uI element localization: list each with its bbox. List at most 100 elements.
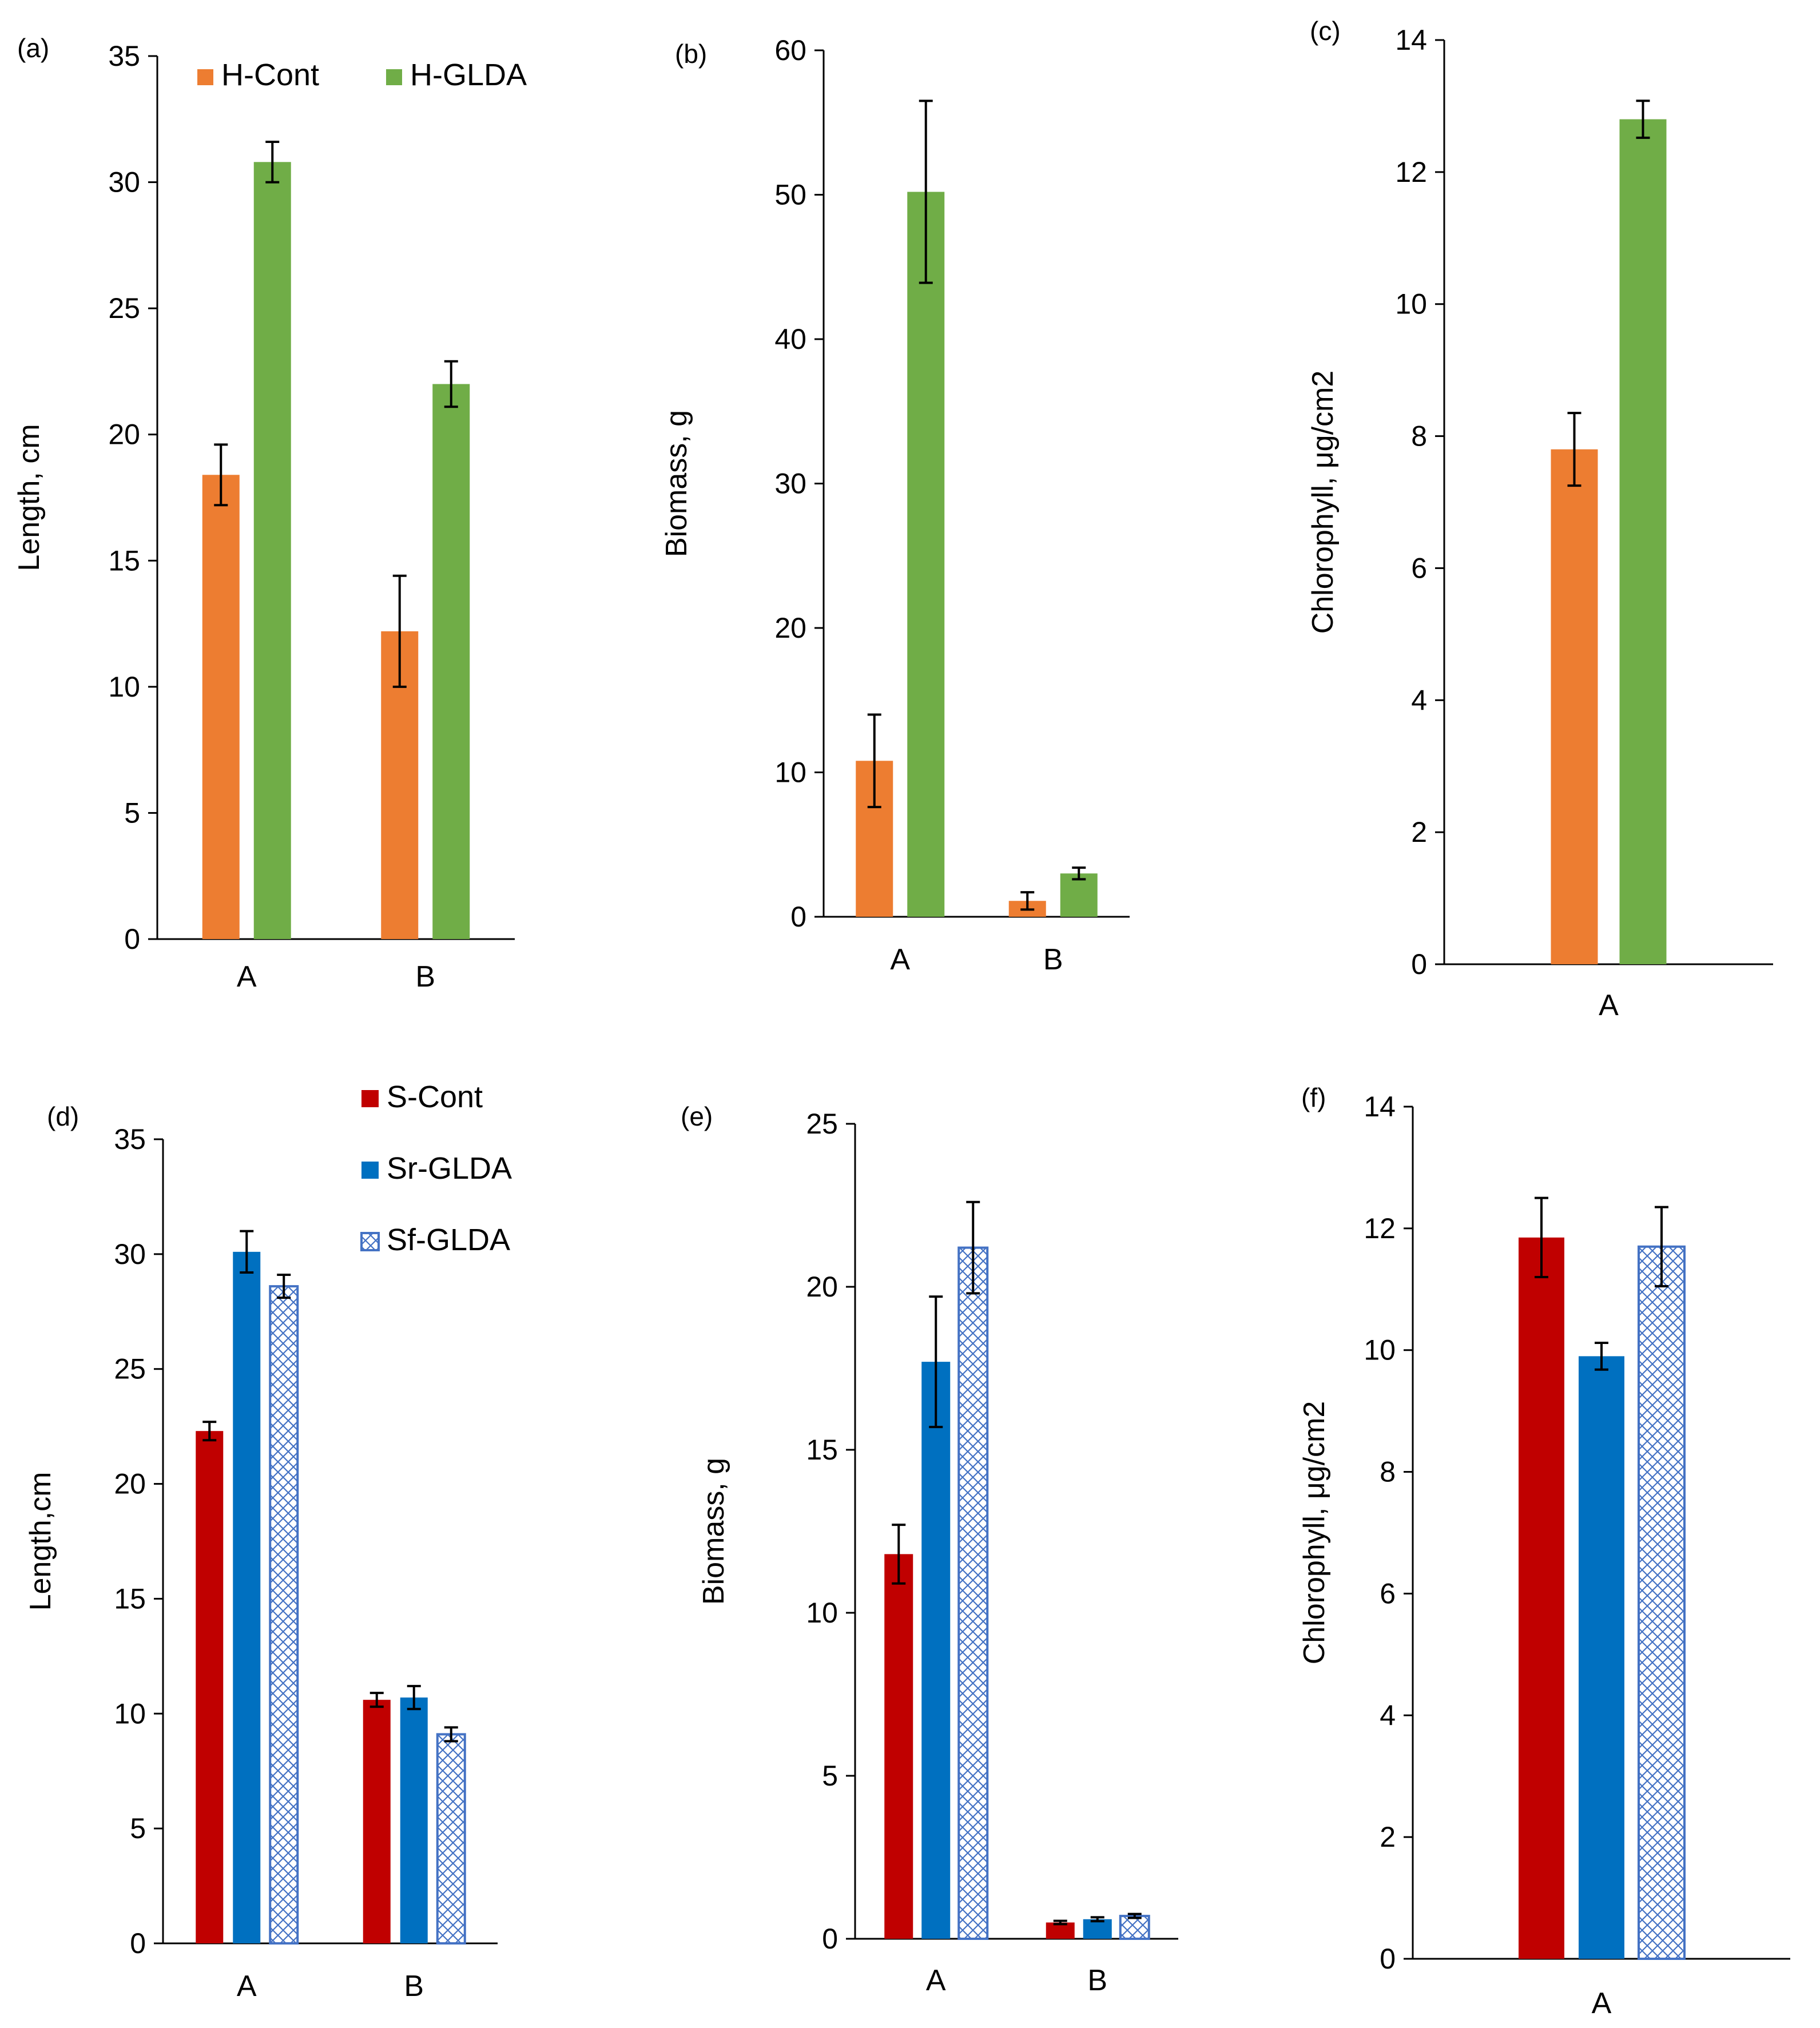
legend-label: Sf-GLDA [387, 1223, 510, 1257]
y-tick-label: 10 [108, 671, 140, 703]
legends: H-Cont H-GLDA S-Cont Sr-GLDA Sf-GLDA [197, 58, 527, 1257]
y-tick-label: 30 [108, 166, 140, 198]
y-tick-label: 6 [1411, 552, 1427, 584]
bar [400, 1697, 428, 1943]
y-tick-label: 40 [774, 323, 806, 355]
bar [1119, 1915, 1150, 1940]
y-tick-label: 30 [114, 1238, 146, 1270]
y-tick-label: 14 [1395, 24, 1427, 56]
panel-label-d: (d) [47, 1102, 79, 1131]
y-tick-label: 60 [774, 34, 806, 66]
bar [196, 1431, 224, 1943]
error-bar [929, 1295, 943, 1429]
y-axis-title: Length,cm [24, 1472, 57, 1611]
bar [202, 475, 240, 939]
legend-swatch [197, 69, 213, 85]
category-label: A [1599, 989, 1619, 1022]
legend-swatch [361, 1162, 379, 1179]
error-bar [1636, 100, 1650, 139]
y-tick-label: 12 [1364, 1212, 1396, 1244]
y-tick-label: 25 [806, 1108, 838, 1140]
y-tick-label: 6 [1380, 1577, 1396, 1609]
legend-label: S-Cont [387, 1080, 483, 1114]
error-bar [966, 1200, 980, 1295]
error-bar [369, 1692, 384, 1708]
y-tick-label: 0 [790, 901, 806, 933]
y-tick-label: 20 [774, 612, 806, 644]
y-tick-label: 8 [1411, 420, 1427, 452]
error-bar [240, 1230, 254, 1274]
panel-label-b: (b) [675, 39, 707, 69]
error-bar [1053, 1919, 1067, 1926]
y-tick-label: 0 [1380, 1943, 1396, 1975]
panel-label-e: (e) [681, 1102, 713, 1131]
bar [884, 1554, 913, 1939]
y-tick-label: 15 [806, 1434, 838, 1466]
legend-bottom: S-Cont Sr-GLDA Sf-GLDA [360, 1080, 512, 1257]
bar [1551, 449, 1598, 964]
y-tick-label: 12 [1395, 156, 1427, 188]
bar [1638, 1245, 1686, 1960]
chart-d: (d) 0 5 10 15 20 25 30 35 Length,cm A B [24, 1102, 498, 2003]
y-tick-label: 10 [774, 757, 806, 789]
y-axis-title: Length, cm [13, 424, 46, 571]
bar [432, 384, 470, 939]
chart-b: (b) 0 10 20 30 40 50 60 Biomass, g A B [660, 34, 1130, 976]
chart-f: (f) 0 2 4 6 8 10 12 14 Chlorophyll, μg/cm2 A [1298, 1083, 1790, 2020]
y-tick-label: 5 [130, 1812, 146, 1844]
y-tick-label: 8 [1380, 1456, 1396, 1488]
bar [363, 1700, 391, 1943]
y-tick-label: 20 [114, 1468, 146, 1500]
y-tick-label: 25 [114, 1353, 146, 1385]
y-tick-label: 4 [1411, 684, 1427, 716]
bar [233, 1251, 261, 1943]
panel-label-a: (a) [17, 33, 49, 63]
error-bar [202, 1421, 217, 1442]
bar [1060, 873, 1098, 917]
y-tick-label: 2 [1380, 1821, 1396, 1853]
error-bar [892, 1524, 906, 1585]
legend-swatch [361, 1090, 379, 1107]
y-tick-label: 15 [114, 1582, 146, 1615]
error-bar [1020, 891, 1035, 911]
error-bar [1535, 1196, 1548, 1278]
y-tick-label: 10 [114, 1697, 146, 1729]
error-bar [407, 1685, 421, 1711]
error-bar [1595, 1341, 1608, 1371]
y-tick-label: 35 [108, 40, 140, 72]
error-bar [1567, 412, 1581, 487]
bar [1579, 1356, 1624, 1959]
bar [253, 162, 291, 939]
category-label: A [237, 960, 257, 993]
y-tick-label: 15 [108, 544, 140, 576]
bar [957, 1246, 989, 1940]
error-bar [1072, 866, 1086, 881]
category-label: B [404, 1970, 424, 2003]
y-tick-label: 10 [1395, 288, 1427, 320]
y-tick-label: 35 [114, 1123, 146, 1155]
category-label: A [926, 1964, 946, 1997]
y-axis-title: Biomass, g [660, 410, 693, 557]
y-tick-label: 50 [774, 179, 806, 211]
y-axis-title: Biomass, g [697, 1458, 730, 1605]
error-bar [444, 1726, 458, 1743]
category-label: A [1592, 1987, 1612, 2020]
chart-c: (c) 0 2 4 6 8 10 12 14 Chlorophyll, μg/cm2 A [1306, 16, 1773, 1022]
y-tick-label: 10 [1364, 1334, 1396, 1366]
error-bar [392, 574, 407, 688]
y-tick-label: 0 [124, 923, 140, 955]
y-tick-label: 0 [1411, 948, 1427, 980]
chart-a: (a) 0 5 10 15 20 25 30 35 Length, cm A B [13, 33, 515, 993]
y-axis-title: Chlorophyll, μg/cm2 [1306, 371, 1340, 634]
legend-swatch [386, 69, 402, 85]
y-tick-label: 0 [130, 1927, 146, 1959]
y-tick-label: 25 [108, 292, 140, 324]
panel-label-c: (c) [1310, 16, 1341, 46]
legend-label: H-Cont [221, 58, 319, 92]
bar [1619, 119, 1667, 964]
y-tick-label: 20 [806, 1271, 838, 1303]
panel-label-f: (f) [1301, 1083, 1326, 1112]
category-label: B [1043, 943, 1063, 976]
category-label: B [1087, 1964, 1107, 1997]
